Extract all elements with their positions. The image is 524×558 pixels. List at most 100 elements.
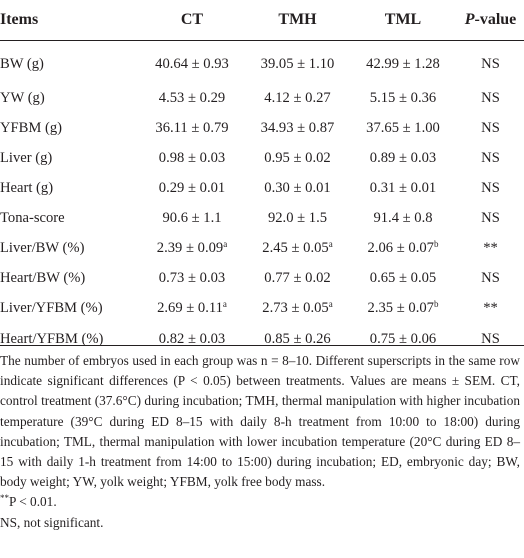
cell-tml-value: 0.65 ± 0.05 xyxy=(369,269,437,286)
cell-tml: 0.65 ± 0.05 xyxy=(349,263,457,293)
cell-tml-value: 91.4 ± 0.8 xyxy=(373,209,433,226)
table-row: Liver/YFBM (%) 2.69 ± 0.11a 2.73 ± 0.05a 2.… xyxy=(0,293,524,323)
cell-ct-value: 36.11 ± 0.79 xyxy=(155,119,229,136)
cell-tml-value: 42.99 ± 1.28 xyxy=(366,56,440,72)
cell-tml: 2.35 ± 0.07b xyxy=(349,293,457,323)
cell-item: Heart (g) xyxy=(0,173,138,203)
cell-p-value-value: NS xyxy=(481,56,500,72)
cell-tmh-value: 2.73 ± 0.05 xyxy=(262,299,329,316)
cell-p-value: NS xyxy=(457,83,524,113)
cell-ct: 0.73 ± 0.03 xyxy=(138,263,246,293)
cell-tml: 0.31 ± 0.01 xyxy=(349,173,457,203)
cell-tmh-value: 0.85 ± 0.26 xyxy=(264,330,331,347)
cell-p-value-value: NS xyxy=(481,149,500,166)
cell-ct: 0.82 ± 0.03 xyxy=(138,323,246,359)
cell-tmh-superscript: a xyxy=(328,238,333,249)
cell-ct: 36.11 ± 0.79 xyxy=(138,113,246,143)
cell-p-value-value: NS xyxy=(481,119,500,136)
cell-p-value: ** xyxy=(457,293,524,323)
header-p-letter: P xyxy=(464,11,475,28)
cell-tmh: 39.05 ± 1.10 xyxy=(246,41,349,84)
table-body: BW (g) 40.64 ± 0.93 39.05 ± 1.10 42.99 ± 1.… xyxy=(0,41,524,360)
cell-p-value: NS xyxy=(457,263,524,293)
cell-item-value: Heart (g) xyxy=(0,179,54,196)
cell-ct-superscript: a xyxy=(222,298,227,309)
cell-tmh-value: 4.12 ± 0.27 xyxy=(264,89,331,106)
cell-item-value: Liver/BW (%) xyxy=(0,239,85,256)
cell-tmh: 2.73 ± 0.05a xyxy=(246,293,349,323)
cell-item: Liver (g) xyxy=(0,143,138,173)
cell-tmh: 2.45 ± 0.05a xyxy=(246,233,349,263)
cell-p-value: NS xyxy=(457,113,524,143)
cell-tmh: 34.93 ± 0.87 xyxy=(246,113,349,143)
cell-p-value-value: NS xyxy=(481,179,500,196)
cell-tmh-value: 0.95 ± 0.02 xyxy=(264,149,331,166)
cell-item: Heart/YFBM (%) xyxy=(0,323,138,359)
footnote-ns: NS, not significant. xyxy=(0,514,104,530)
cell-tmh: 0.95 ± 0.02 xyxy=(246,143,349,173)
cell-item: Liver/YFBM (%) xyxy=(0,293,138,323)
cell-tml-value: 2.06 ± 0.07 xyxy=(367,239,434,256)
cell-p-value-value: ** xyxy=(483,239,498,256)
cell-p-value: NS xyxy=(457,143,524,173)
cell-item: Tona-score xyxy=(0,203,138,233)
cell-ct-value: 0.73 ± 0.03 xyxy=(158,269,226,286)
cell-ct-value: 0.98 ± 0.03 xyxy=(158,149,226,166)
cell-item-value: YFBM (g) xyxy=(0,119,63,136)
footnotes: The number of embryos used in each group… xyxy=(0,351,520,533)
cell-item-value: Heart/BW (%) xyxy=(0,269,86,286)
table-row: Tona-score 90.6 ± 1.1 92.0 ± 1.5 91.4 ± 0.8… xyxy=(0,203,524,233)
cell-tml-value: 0.89 ± 0.03 xyxy=(369,149,437,166)
cell-tml-value: 0.75 ± 0.06 xyxy=(369,330,437,347)
header-items: Items xyxy=(0,0,138,41)
cell-ct-value: 2.39 ± 0.09 xyxy=(156,239,224,256)
cell-item-value: Heart/YFBM (%) xyxy=(0,330,104,347)
table-row: Heart (g) 0.29 ± 0.01 0.30 ± 0.01 0.31 ± 0.… xyxy=(0,173,524,203)
cell-item: BW (g) xyxy=(0,41,138,84)
cell-tml: 0.75 ± 0.06 xyxy=(349,323,457,359)
cell-tml: 91.4 ± 0.8 xyxy=(349,203,457,233)
cell-ct: 40.64 ± 0.93 xyxy=(138,41,246,84)
cell-tmh: 0.77 ± 0.02 xyxy=(246,263,349,293)
cell-p-value: NS xyxy=(457,203,524,233)
header-p-value: P-value xyxy=(457,0,524,41)
table-row: Liver/BW (%) 2.39 ± 0.09a 2.45 ± 0.05a 2.06… xyxy=(0,233,524,263)
cell-item-value: BW (g) xyxy=(0,56,44,72)
cell-p-value: NS xyxy=(457,323,524,359)
table-row: YW (g) 4.53 ± 0.29 4.12 ± 0.27 5.15 ± 0.36 N… xyxy=(0,83,524,113)
cell-ct: 90.6 ± 1.1 xyxy=(138,203,246,233)
cell-item-value: Liver/YFBM (%) xyxy=(0,299,103,316)
table-bottom-rule xyxy=(0,345,524,346)
cell-item-value: Tona-score xyxy=(0,209,65,226)
cell-tmh-superscript: a xyxy=(328,298,333,309)
cell-item: YW (g) xyxy=(0,83,138,113)
cell-tmh-value: 0.30 ± 0.01 xyxy=(264,179,331,196)
cell-ct: 4.53 ± 0.29 xyxy=(138,83,246,113)
table-row: Heart/BW (%) 0.73 ± 0.03 0.77 ± 0.02 0.65 ±… xyxy=(0,263,524,293)
cell-p-value: NS xyxy=(457,41,524,84)
cell-item: Heart/BW (%) xyxy=(0,263,138,293)
header-tml: TML xyxy=(349,0,457,41)
cell-tmh-value: 34.93 ± 0.87 xyxy=(260,119,335,136)
cell-tml: 0.89 ± 0.03 xyxy=(349,143,457,173)
cell-tmh: 4.12 ± 0.27 xyxy=(246,83,349,113)
cell-ct-value: 0.82 ± 0.03 xyxy=(158,330,226,347)
cell-tml: 5.15 ± 0.36 xyxy=(349,83,457,113)
cell-p-value: ** xyxy=(457,233,524,263)
cell-ct: 0.29 ± 0.01 xyxy=(138,173,246,203)
cell-ct-value: 2.69 ± 0.11 xyxy=(157,299,223,316)
header-ct: CT xyxy=(138,0,246,41)
cell-p-value-value: NS xyxy=(481,209,500,226)
header-p-suffix: -value xyxy=(474,11,517,28)
footnote-significance: **P < 0.01. xyxy=(0,492,520,512)
cell-ct-superscript: a xyxy=(223,238,228,249)
cell-tmh: 0.30 ± 0.01 xyxy=(246,173,349,203)
cell-p-value-value: NS xyxy=(481,330,500,347)
cell-ct-value: 90.6 ± 1.1 xyxy=(162,209,222,226)
cell-ct: 2.69 ± 0.11a xyxy=(138,293,246,323)
cell-tml-value: 37.65 ± 1.00 xyxy=(366,119,440,136)
cell-tml-value: 2.35 ± 0.07 xyxy=(367,299,434,316)
cell-p-value-value: NS xyxy=(481,269,500,286)
cell-tmh-value: 2.45 ± 0.05 xyxy=(262,239,329,256)
cell-item: Liver/BW (%) xyxy=(0,233,138,263)
